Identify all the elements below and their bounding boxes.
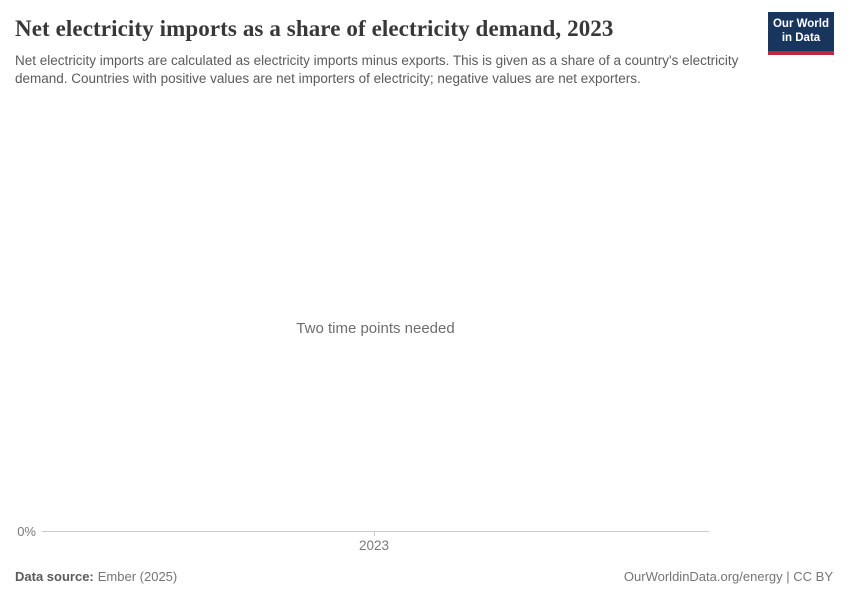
owid-logo-line2: in Data [781,31,821,44]
empty-state-message: Two time points needed [296,320,455,337]
footer-url-link[interactable]: OurWorldinData.org/energy [623,569,783,584]
footer-data-source: Data source: Ember (2025) [15,569,177,585]
owid-logo[interactable]: Our World in Data [768,12,834,55]
footer-attribution: OurWorldinData.org/energy | CC BY [624,569,833,585]
data-source-label: Data source: [15,569,94,584]
page-subtitle: Net electricity imports are calculated a… [15,53,739,86]
data-source-value: Ember (2025) [97,569,178,584]
footer-license-link[interactable]: CC BY [793,569,833,584]
x-axis-line [42,531,709,532]
x-axis-tick-label: 2023 [358,538,390,553]
chart-plot-area: Two time points needed [42,130,709,536]
page-title: Net electricity imports as a share of el… [15,16,614,41]
footer-separator: | [782,569,794,584]
owid-logo-line1: Our World [772,18,829,30]
y-axis-tick-label: 0% [17,524,36,539]
x-axis-tick-mark [374,532,375,536]
